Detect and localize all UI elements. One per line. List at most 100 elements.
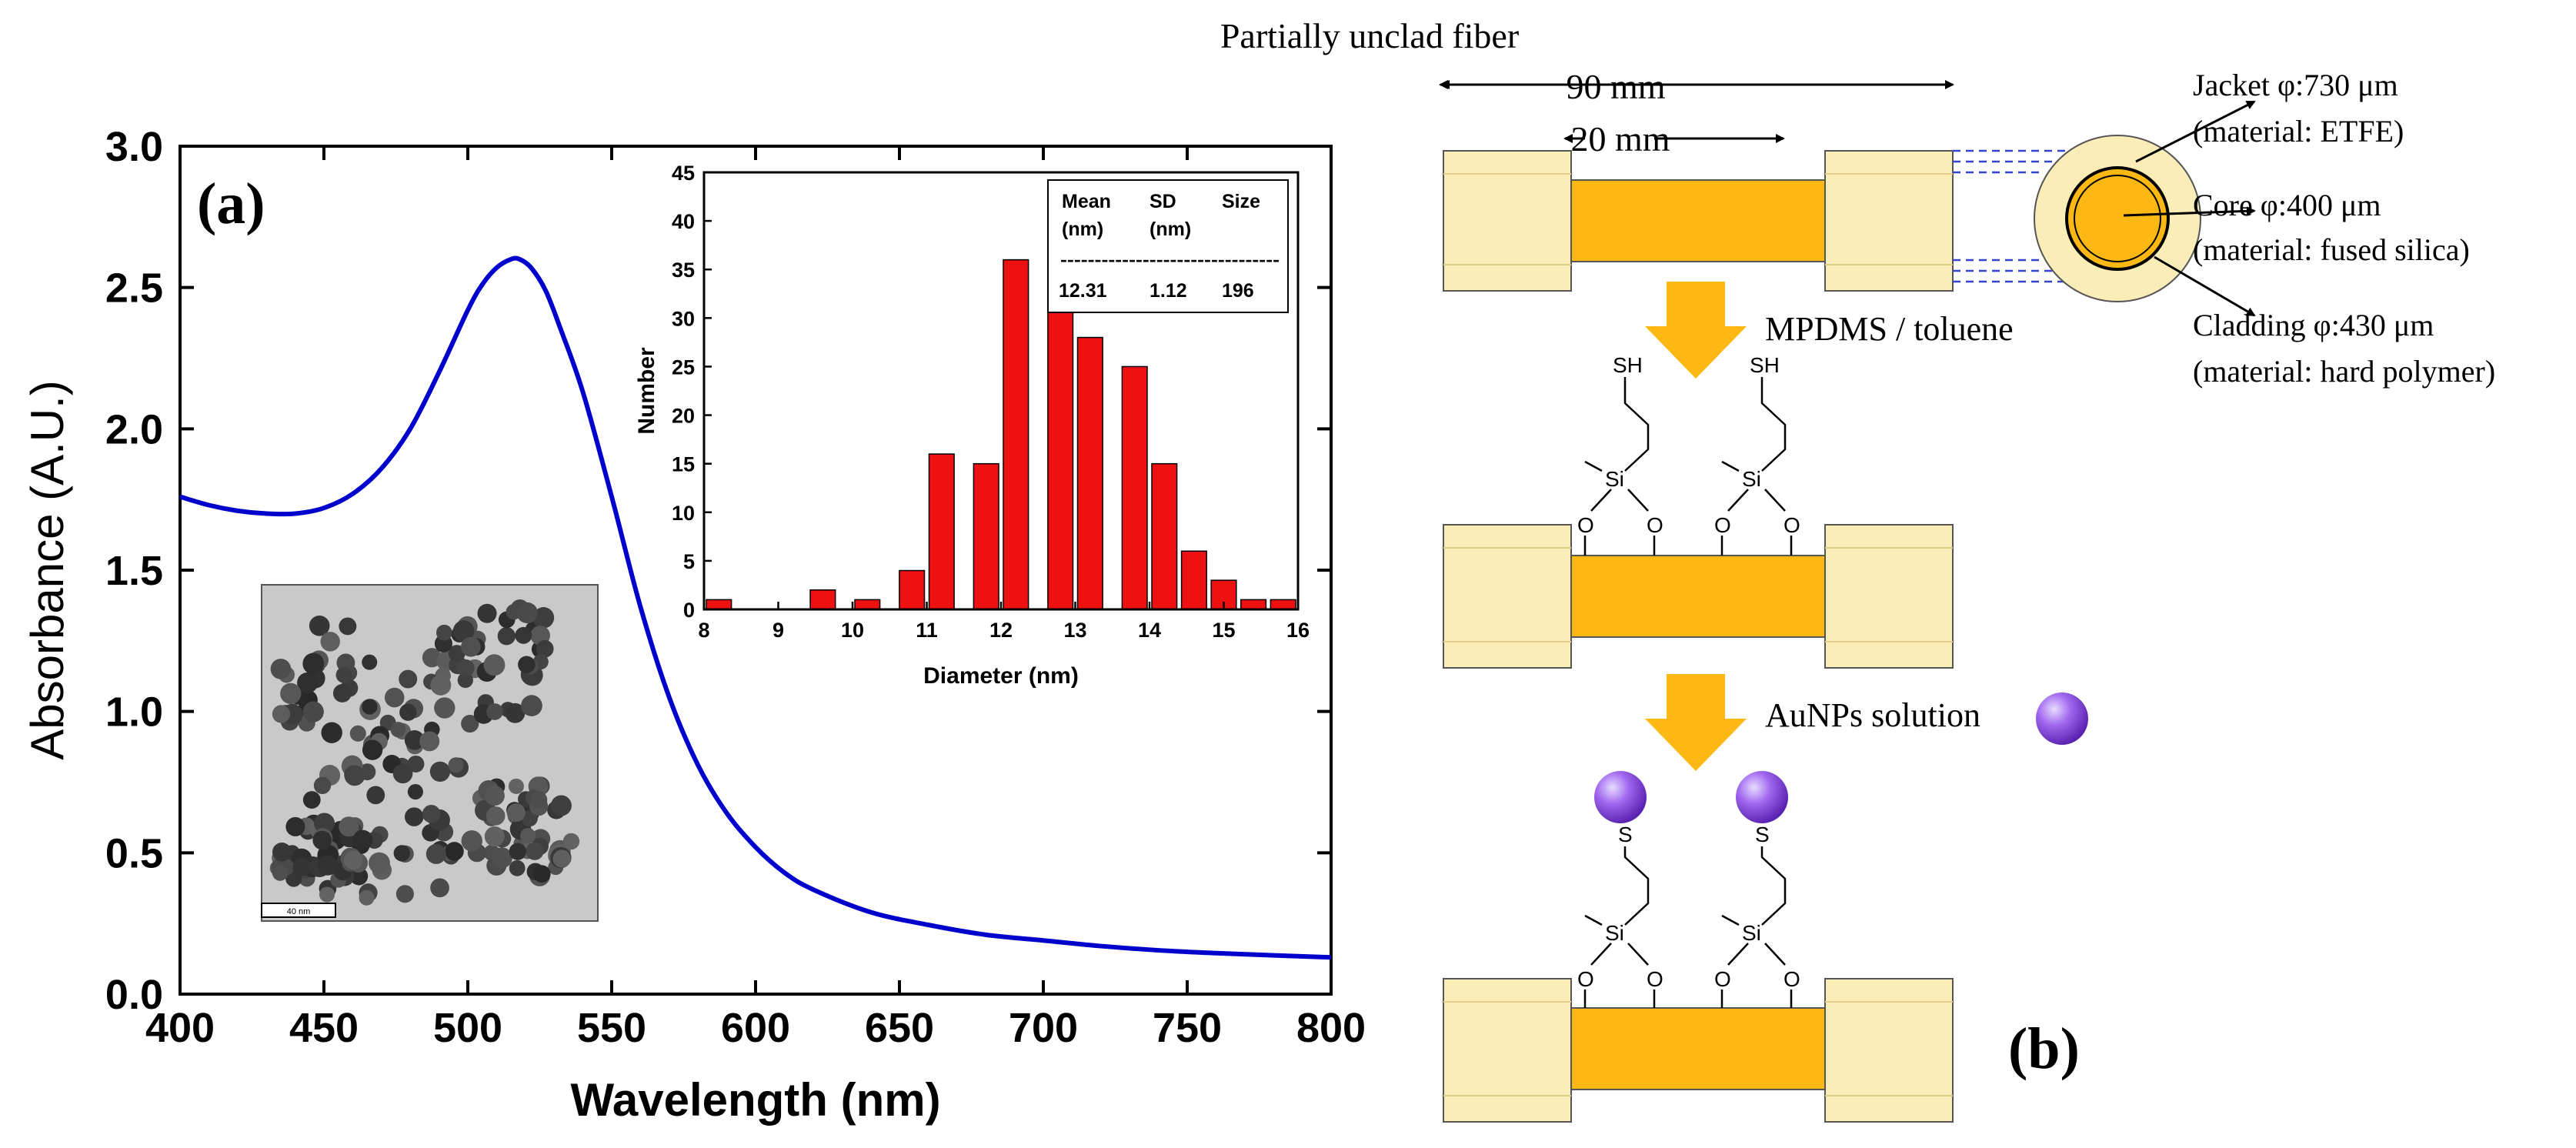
tem-particle [393,845,410,862]
histogram-y-tick-label: 30 [672,307,695,330]
tem-particle [520,827,536,844]
tem-particle [422,805,441,823]
histogram-bar [1076,336,1103,610]
thiol-linker-1 [1583,846,1656,1008]
histogram-x-tick-label: 16 [1286,619,1310,642]
thiol-linker-2 [1720,846,1793,1008]
histogram-bar [706,599,732,610]
tem-particle [302,652,325,675]
histogram-x-tick-label: 12 [989,619,1013,642]
main-y-tick-label: 3.0 [105,124,163,170]
stats-value-size: 196 [1222,280,1254,302]
histogram-y-tick-label: 10 [672,502,695,525]
tem-particle [505,702,526,723]
tem-particle [521,810,538,827]
histogram-x-tick-label: 8 [698,619,709,642]
fiber-title: Partially unclad fiber [1220,16,1519,55]
stats-value-sd: 1.12 [1150,280,1187,302]
tem-particle [516,602,538,624]
histogram-bar [1121,365,1148,610]
histogram-x-tick-label: 10 [841,619,864,642]
sulfur-label-2: S [1755,823,1770,846]
sulfur-label-1: S [1618,823,1633,846]
core-label: Core φ:400 μm [2193,188,2381,222]
tem-particle [292,858,311,877]
stats-header-size: Size [1222,191,1260,212]
step1-arrow [1645,282,1747,379]
jacket-material: (material: ETFE) [2193,114,2404,149]
tem-particle [362,654,378,670]
tem-particle [526,842,544,860]
tem-particle [483,654,506,676]
main-y-tick-label: 0.0 [105,972,163,1018]
tem-particle [362,739,383,760]
main-x-tick-label: 550 [577,1005,646,1051]
fiber-silanized [1443,524,1954,669]
tem-particle [429,761,451,783]
step1-reagent-label: MPDMS / toluene [1765,310,2014,348]
main-chart-tick-labels: 400 450 500 550 600 650 700 750 8000.00.51.01.52… [105,124,1366,1051]
tem-image-inset: 40 nm [261,584,599,922]
main-y-tick-label: 2.5 [105,265,163,312]
total-length-label: 90 mm [1566,67,1665,106]
tem-particle [486,703,503,720]
tem-particle [461,715,479,733]
tem-particle [515,626,532,644]
oxygen-label-4a: O [1714,967,1731,991]
tem-particle [530,791,548,809]
main-x-axis-label: Wavelength (nm) [570,1074,940,1126]
main-x-tick-label: 600 [721,1005,790,1051]
tem-particle [399,669,418,689]
thiol-label-1: SH [1613,353,1643,377]
tem-particle [461,830,482,852]
histogram-y-tick-label: 40 [672,210,695,233]
tem-particle [508,778,524,794]
tem-particle [461,636,481,657]
main-x-tick-label: 650 [865,1005,934,1051]
stats-divider: -------------------------------- [1060,250,1280,269]
unclad-length-label: 20 mm [1570,119,1670,159]
tem-particle [434,697,455,719]
silicon-label-1: Si [1605,467,1624,491]
main-x-tick-label: 800 [1296,1005,1366,1051]
histogram-y-tick-label: 45 [672,162,695,185]
tem-particle [312,830,332,850]
histogram-x-tick-label: 15 [1212,619,1235,642]
main-chart-frame [179,145,1333,996]
tem-particle [313,776,332,795]
histogram-x-tick-label: 9 [772,619,784,642]
histogram-bar [1180,550,1207,610]
histogram-y-tick-label: 0 [683,599,695,622]
main-y-tick-label: 1.0 [105,689,163,736]
stats-unit-sd: (nm) [1150,219,1191,240]
cladding-material: (material: hard polymer) [2193,354,2495,389]
tem-particle [359,889,375,906]
main-y-axis-label: Absorbance (A.U.) [22,380,73,760]
main-y-tick-label: 0.5 [105,830,163,876]
tem-particle [339,617,357,636]
tem-particle [399,703,417,721]
tem-particle [369,852,390,874]
tem-particle [532,865,551,883]
tem-particle [430,674,452,696]
histogram-bar [1151,462,1178,610]
tem-particle [521,695,542,716]
fiber-cross-section [2034,100,2256,317]
absorbance-series-line [179,255,1332,960]
gold-nanoparticle-2 [1736,771,1788,823]
histogram-bar [1270,599,1296,610]
tem-particle [319,886,335,903]
tem-particle [392,763,413,784]
histogram-x-tick-label: 11 [916,619,938,642]
oxygen-label-2b: O [1784,513,1800,537]
tem-particle [445,842,464,861]
fiber-bare [1443,150,1954,292]
histogram-x-axis-label: Diameter (nm) [923,663,1079,689]
tem-particle [309,615,330,636]
histogram-y-tick-label: 20 [672,405,695,428]
tem-particle [320,632,340,652]
core-material: (material: fused silica) [2193,232,2470,267]
stats-header-sd: SD [1150,191,1176,212]
histogram-y-tick-label: 5 [683,550,695,573]
